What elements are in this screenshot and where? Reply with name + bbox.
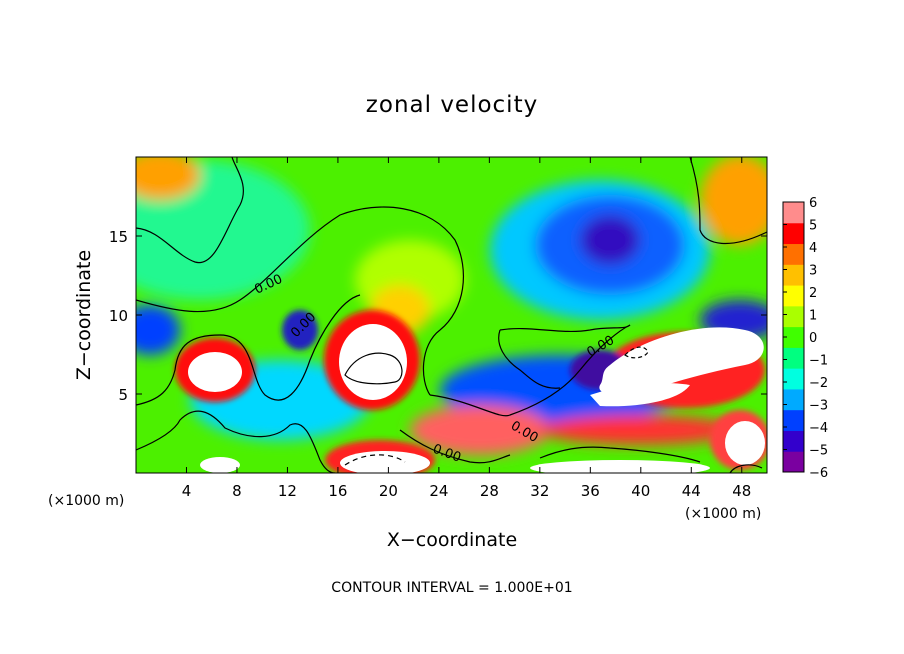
- colorbar-axis: 6 5 4 3 2 1 0 −1 −2 −3 −4 −5 −6: [783, 196, 828, 481]
- colorbar-swatch: [783, 202, 804, 224]
- x-tick-label: 12: [278, 482, 297, 500]
- x-axis-label: X−coordinate: [387, 529, 517, 551]
- contour-line: [136, 157, 244, 264]
- saturated-core: [340, 451, 430, 473]
- x-tick-label: 44: [682, 482, 701, 500]
- contour-line: [136, 410, 336, 473]
- contour-line: [729, 464, 763, 473]
- field-region: [580, 215, 640, 265]
- colorbar-swatch: [783, 347, 804, 369]
- y-tick-label: 10: [109, 307, 128, 325]
- x-unit-right: (×1000 m): [685, 506, 761, 522]
- colorbar-swatch: [783, 388, 804, 411]
- y-tick-label: 15: [109, 228, 128, 246]
- colorbar-tick-label: 0: [809, 331, 817, 346]
- contour-line: [344, 454, 406, 466]
- field-region: [540, 415, 740, 445]
- colorbar-swatch: [783, 409, 804, 431]
- heatmap-field: [136, 157, 767, 473]
- y-axis-label: Z−coordinate: [73, 250, 95, 380]
- contour-line: [624, 346, 649, 359]
- x-tick-label: 40: [631, 482, 650, 500]
- colorbar-tick-label: −6: [809, 466, 828, 481]
- field-region: [700, 157, 767, 245]
- y-tick-label: 5: [118, 386, 128, 404]
- colorbar-tick-label: −3: [809, 399, 828, 414]
- colorbar: [783, 202, 804, 473]
- contour-line: [399, 429, 511, 464]
- x-tick-label: 48: [732, 482, 751, 500]
- contour-line: [539, 446, 701, 463]
- x-tick-label: 8: [232, 482, 242, 500]
- contour-line: [344, 352, 403, 385]
- colorbar-tick-label: 1: [809, 309, 817, 324]
- saturated-core: [530, 460, 710, 473]
- colorbar-tick-label: 4: [809, 241, 817, 256]
- colorbar-swatch: [783, 368, 804, 390]
- x-tick-label: 4: [182, 482, 192, 500]
- colorbar-tick-label: −2: [809, 376, 828, 391]
- x-unit-left: (×1000 m): [48, 493, 124, 509]
- x-tick-label: 32: [530, 482, 549, 500]
- colorbar-swatch: [783, 451, 804, 473]
- field-region: [282, 310, 318, 350]
- colorbar-tick-label: −4: [809, 421, 828, 436]
- colorbar-swatch: [783, 285, 804, 307]
- contour-line: [136, 294, 361, 406]
- x-tick-label: 28: [480, 482, 499, 500]
- colorbar-swatch: [783, 222, 804, 245]
- colorbar-tick-label: 3: [809, 264, 817, 279]
- x-axis: 4 8 12 16 20 24 28 32 36 40 44 48: [182, 157, 751, 500]
- field-region: [136, 157, 200, 200]
- colorbar-swatch: [783, 305, 804, 328]
- y-axis: 5 10 15: [109, 228, 767, 404]
- contour-line: [498, 324, 631, 389]
- colorbar-swatch: [783, 264, 804, 286]
- saturated-core: [590, 383, 690, 407]
- saturated-core: [339, 324, 407, 400]
- saturated-core: [599, 327, 764, 396]
- colorbar-tick-label: 6: [809, 196, 817, 211]
- contour-interval-note: CONTOUR INTERVAL = 1.000E+01: [331, 580, 572, 596]
- saturated-core: [725, 421, 765, 465]
- contour-line: [136, 206, 465, 396]
- saturated-core: [188, 352, 242, 392]
- x-tick-label: 36: [581, 482, 600, 500]
- field-region: [136, 305, 180, 355]
- saturated-core: [200, 457, 240, 473]
- colorbar-swatch: [783, 243, 804, 265]
- colorbar-tick-label: −1: [809, 354, 828, 369]
- contour-line: [689, 157, 767, 244]
- contour-line: [429, 324, 631, 417]
- colorbar-swatch: [783, 326, 804, 348]
- chart-title: zonal velocity: [366, 92, 538, 118]
- colorbar-tick-label: 2: [809, 286, 817, 301]
- x-tick-label: 16: [328, 482, 347, 500]
- colorbar-tick-label: 5: [809, 219, 817, 234]
- colorbar-tick-label: −5: [809, 444, 828, 459]
- x-tick-label: 24: [429, 482, 448, 500]
- field-region: [410, 405, 550, 455]
- colorbar-swatch: [783, 430, 804, 452]
- x-tick-label: 20: [379, 482, 398, 500]
